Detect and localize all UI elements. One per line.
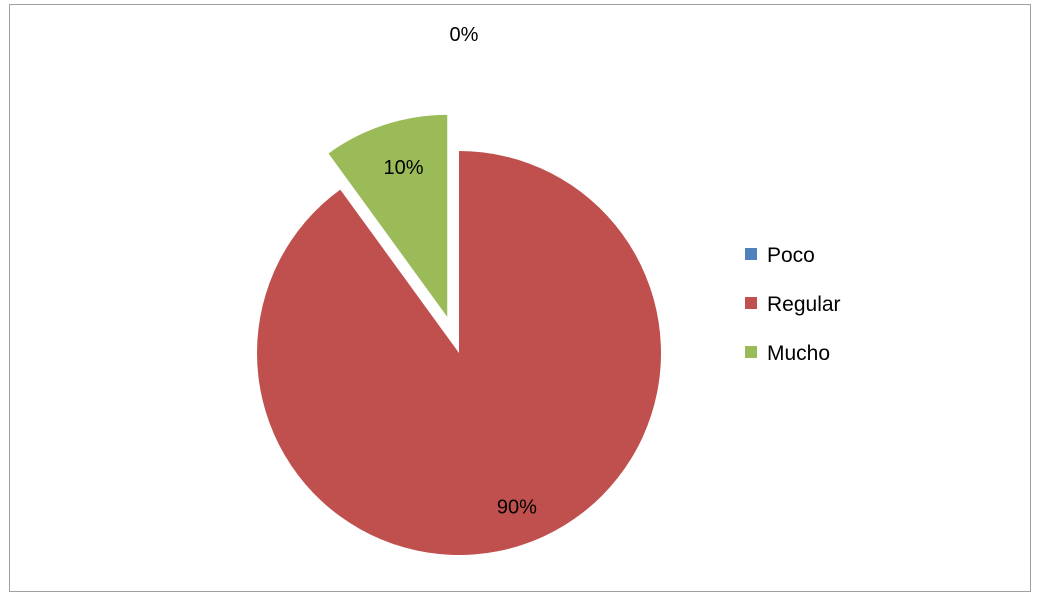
data-label-mucho: 10% [384,157,424,179]
pie-data-labels: 0% 90% 10% [384,24,538,519]
pie-slices [256,114,661,555]
legend-label-poco: Poco [767,244,815,267]
data-label-poco: 0% [450,24,479,46]
pie-slice-mucho [328,114,448,317]
pie-slice-regular [256,151,661,555]
data-label-regular: 90% [497,497,537,519]
legend-swatch-regular [745,297,757,309]
legend-label-mucho: Mucho [767,342,830,365]
legend: Poco Regular Mucho [745,244,841,365]
legend-swatch-poco [745,248,757,260]
legend-label-regular: Regular [767,293,841,316]
legend-swatch-mucho [745,346,757,358]
